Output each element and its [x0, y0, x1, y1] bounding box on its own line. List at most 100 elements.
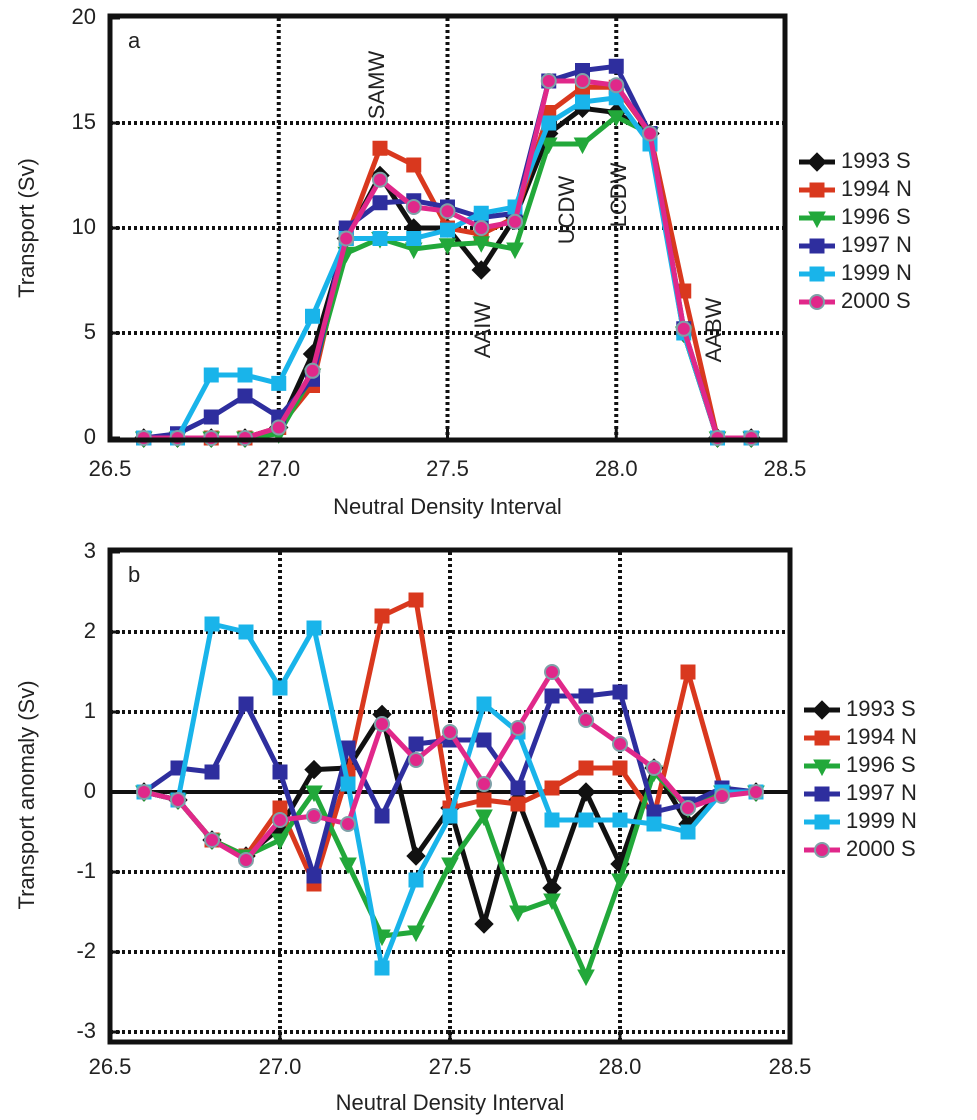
- marker: [408, 872, 424, 888]
- marker: [238, 852, 254, 868]
- marker: [304, 362, 321, 379]
- marker: [544, 812, 560, 828]
- annotation: AAIW: [470, 302, 495, 358]
- panel-label: a: [128, 28, 141, 53]
- legend-label: 1994 N: [841, 176, 912, 201]
- x-tick-label: 28.5: [769, 1054, 812, 1079]
- marker: [748, 784, 764, 800]
- marker: [574, 73, 591, 89]
- marker: [272, 764, 288, 780]
- marker: [578, 688, 594, 704]
- marker: [577, 969, 595, 987]
- marker: [372, 171, 388, 188]
- marker: [407, 925, 425, 943]
- marker: [714, 788, 730, 804]
- x-axis-title: Neutral Density Interval: [336, 1090, 565, 1115]
- marker: [578, 812, 594, 828]
- legend-marker: [809, 182, 825, 198]
- annotation: SAMW: [364, 51, 389, 120]
- marker: [237, 388, 253, 404]
- marker: [438, 238, 457, 255]
- y-tick-label: 0: [84, 424, 96, 449]
- x-tick-label: 28.0: [599, 1054, 642, 1079]
- marker: [540, 73, 557, 89]
- marker: [510, 780, 526, 796]
- marker: [238, 624, 254, 640]
- marker: [612, 760, 628, 776]
- marker: [204, 832, 220, 848]
- panel-label: b: [128, 562, 140, 587]
- y-tick-label: 10: [72, 214, 96, 239]
- marker: [238, 696, 254, 712]
- marker: [339, 857, 357, 875]
- marker: [472, 236, 491, 253]
- marker: [474, 914, 494, 934]
- marker: [675, 320, 692, 337]
- marker: [304, 759, 324, 780]
- marker: [270, 419, 287, 436]
- legend-label: 1996 S: [846, 752, 916, 777]
- marker: [611, 873, 629, 891]
- marker: [272, 800, 288, 816]
- marker: [405, 199, 422, 215]
- marker: [612, 812, 628, 828]
- marker: [680, 664, 696, 680]
- legend-label: 1996 S: [841, 204, 911, 229]
- marker: [608, 77, 625, 94]
- marker: [374, 608, 390, 624]
- annotation: UCDW: [554, 176, 579, 245]
- marker: [506, 242, 524, 260]
- y-axis-title: Transport anomaly (Sv): [14, 680, 39, 909]
- marker: [406, 231, 422, 246]
- marker: [372, 140, 388, 156]
- marker: [680, 800, 696, 816]
- legend-marker: [809, 294, 825, 310]
- marker: [306, 620, 322, 636]
- marker: [271, 375, 287, 391]
- marker: [440, 222, 455, 238]
- marker: [473, 205, 489, 221]
- marker: [607, 110, 626, 127]
- marker: [441, 857, 459, 875]
- y-tick-label: 0: [84, 778, 96, 803]
- legend-marker: [812, 700, 832, 720]
- marker: [646, 760, 662, 776]
- marker: [576, 782, 596, 802]
- marker: [305, 308, 320, 324]
- marker: [575, 94, 590, 110]
- marker: [340, 816, 356, 832]
- marker: [544, 780, 560, 796]
- y-tick-label: -2: [76, 938, 96, 963]
- marker: [406, 846, 426, 866]
- y-tick-label: -1: [76, 858, 96, 883]
- marker: [204, 764, 220, 780]
- marker: [507, 213, 523, 230]
- marker: [612, 736, 628, 752]
- marker: [442, 724, 458, 740]
- annotation: AABW: [701, 297, 726, 362]
- marker: [473, 220, 490, 236]
- y-tick-label: -3: [76, 1018, 96, 1043]
- legend-label: 1999 N: [846, 808, 917, 833]
- legend-marker: [809, 266, 825, 282]
- x-tick-label: 26.5: [89, 456, 132, 481]
- legend-label: 1997 N: [846, 780, 917, 805]
- marker: [374, 716, 390, 732]
- marker: [578, 760, 594, 776]
- x-tick-label: 27.0: [257, 456, 300, 481]
- marker: [204, 616, 220, 632]
- marker: [374, 808, 390, 824]
- legend-marker: [808, 211, 826, 229]
- marker: [475, 809, 493, 827]
- marker: [541, 115, 557, 131]
- marker: [408, 736, 424, 752]
- x-tick-label: 26.5: [89, 1054, 132, 1079]
- marker: [544, 664, 560, 680]
- x-axis-title: Neutral Density Interval: [333, 494, 562, 519]
- marker: [408, 592, 424, 608]
- marker: [510, 796, 526, 812]
- marker: [476, 792, 492, 808]
- y-tick-label: 3: [84, 538, 96, 563]
- marker: [272, 812, 288, 828]
